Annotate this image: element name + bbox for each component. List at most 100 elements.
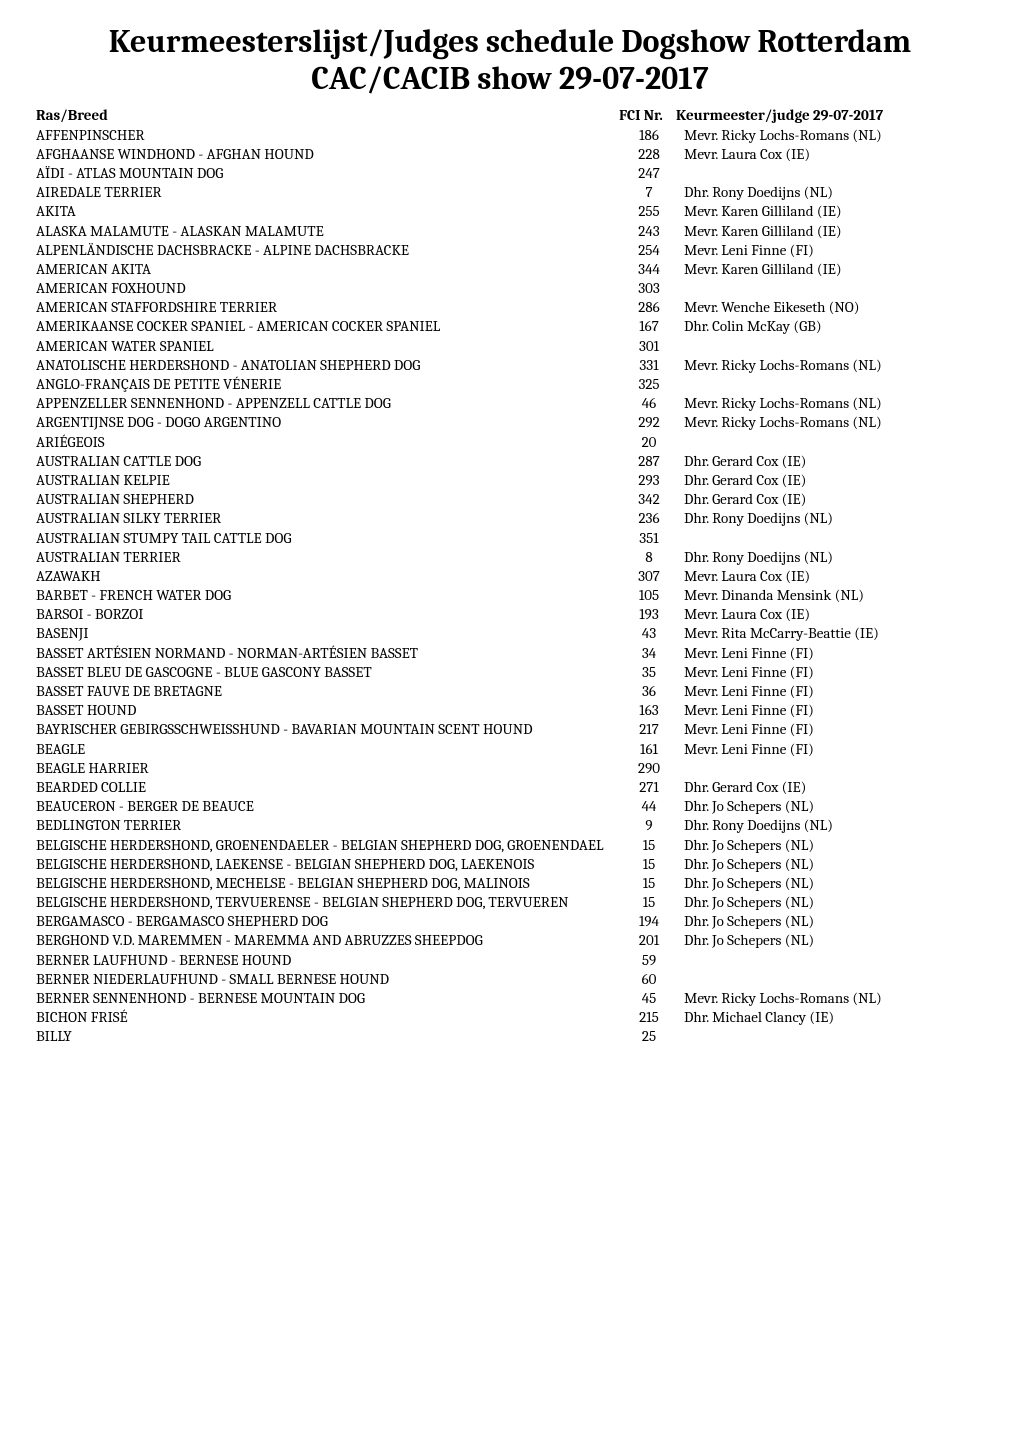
judge-cell: Dhr. Jo Schepers (NL)	[684, 855, 984, 874]
title-line-2: CAC/CACIB show 29-07-2017	[311, 60, 708, 97]
breed-cell: AMERICAN FOXHOUND	[36, 279, 614, 298]
table-row: BERGAMASCO - BERGAMASCO SHEPHERD DOG194D…	[36, 912, 984, 931]
table-row: BELGISCHE HERDERSHOND, TERVUERENSE - BEL…	[36, 893, 984, 912]
breed-cell: AUSTRALIAN SHEPHERD	[36, 490, 614, 509]
fci-cell: 194	[614, 912, 684, 931]
fci-cell: 163	[614, 701, 684, 720]
table-row: AIREDALE TERRIER7Dhr. Rony Doedijns (NL)	[36, 183, 984, 202]
table-row: AFFENPINSCHER186Mevr. Ricky Lochs-Romans…	[36, 126, 984, 145]
fci-cell: 46	[614, 394, 684, 413]
table-row: BEDLINGTON TERRIER9Dhr. Rony Doedijns (N…	[36, 816, 984, 835]
judge-cell	[684, 529, 984, 548]
table-row: BERGHOND V.D. MAREMMEN - MAREMMA AND ABR…	[36, 931, 984, 950]
breed-cell: BEAGLE HARRIER	[36, 759, 614, 778]
breed-cell: APPENZELLER SENNENHOND - APPENZELL CATTL…	[36, 394, 614, 413]
table-row: BEAUCERON - BERGER DE BEAUCE44Dhr. Jo Sc…	[36, 797, 984, 816]
fci-cell: 342	[614, 490, 684, 509]
fci-cell: 15	[614, 893, 684, 912]
breed-cell: BEAUCERON - BERGER DE BEAUCE	[36, 797, 614, 816]
judge-cell	[684, 433, 984, 452]
breed-cell: BERNER SENNENHOND - BERNESE MOUNTAIN DOG	[36, 989, 614, 1008]
fci-cell: 287	[614, 452, 684, 471]
breed-cell: AIREDALE TERRIER	[36, 183, 614, 202]
fci-cell: 105	[614, 586, 684, 605]
fci-cell: 36	[614, 682, 684, 701]
header-judge: Keurmeester/judge 29-07-2017	[676, 106, 984, 124]
fci-cell: 186	[614, 126, 684, 145]
fci-cell: 7	[614, 183, 684, 202]
fci-cell: 351	[614, 529, 684, 548]
table-row: AMERICAN WATER SPANIEL301	[36, 337, 984, 356]
breed-cell: BERNER NIEDERLAUFHUND - SMALL BERNESE HO…	[36, 970, 614, 989]
fci-cell: 254	[614, 241, 684, 260]
table-row: BEAGLE HARRIER290	[36, 759, 984, 778]
fci-cell: 271	[614, 778, 684, 797]
table-row: AKITA255Mevr. Karen Gilliland (IE)	[36, 202, 984, 221]
breed-cell: AUSTRALIAN SILKY TERRIER	[36, 509, 614, 528]
table-row: BASSET ARTÉSIEN NORMAND - NORMAN-ARTÉSIE…	[36, 644, 984, 663]
breed-cell: AUSTRALIAN KELPIE	[36, 471, 614, 490]
table-row: BILLY25	[36, 1027, 984, 1046]
judge-cell: Dhr. Gerard Cox (IE)	[684, 778, 984, 797]
judge-cell: Dhr. Gerard Cox (IE)	[684, 490, 984, 509]
breed-cell: AUSTRALIAN TERRIER	[36, 548, 614, 567]
fci-cell: 35	[614, 663, 684, 682]
table-row: AUSTRALIAN KELPIE293Dhr. Gerard Cox (IE)	[36, 471, 984, 490]
judge-cell: Dhr. Colin McKay (GB)	[684, 317, 984, 336]
judge-cell: Mevr. Leni Finne (FI)	[684, 241, 984, 260]
breed-cell: BELGISCHE HERDERSHOND, LAEKENSE - BELGIA…	[36, 855, 614, 874]
breed-cell: ALPENLÄNDISCHE DACHSBRACKE - ALPINE DACH…	[36, 241, 614, 260]
judge-cell: Mevr. Leni Finne (FI)	[684, 682, 984, 701]
fci-cell: 301	[614, 337, 684, 356]
judge-cell: Mevr. Ricky Lochs-Romans (NL)	[684, 356, 984, 375]
fci-cell: 325	[614, 375, 684, 394]
breed-cell: AÏDI - ATLAS MOUNTAIN DOG	[36, 164, 614, 183]
fci-cell: 247	[614, 164, 684, 183]
judge-cell: Dhr. Jo Schepers (NL)	[684, 931, 984, 950]
judge-cell: Mevr. Leni Finne (FI)	[684, 740, 984, 759]
table-row: BASSET HOUND163Mevr. Leni Finne (FI)	[36, 701, 984, 720]
fci-cell: 161	[614, 740, 684, 759]
breed-cell: ANATOLISCHE HERDERSHOND - ANATOLIAN SHEP…	[36, 356, 614, 375]
judge-cell: Mevr. Leni Finne (FI)	[684, 720, 984, 739]
table-row: BASSET BLEU DE GASCOGNE - BLUE GASCONY B…	[36, 663, 984, 682]
fci-cell: 307	[614, 567, 684, 586]
table-row: AUSTRALIAN SILKY TERRIER236Dhr. Rony Doe…	[36, 509, 984, 528]
fci-cell: 292	[614, 413, 684, 432]
table-row: ALASKA MALAMUTE - ALASKAN MALAMUTE243Mev…	[36, 222, 984, 241]
table-row: ALPENLÄNDISCHE DACHSBRACKE - ALPINE DACH…	[36, 241, 984, 260]
fci-cell: 215	[614, 1008, 684, 1027]
judge-cell: Mevr. Karen Gilliland (IE)	[684, 222, 984, 241]
fci-cell: 45	[614, 989, 684, 1008]
table-row: BICHON FRISÉ215Dhr. Michael Clancy (IE)	[36, 1008, 984, 1027]
breed-cell: AMERIKAANSE COCKER SPANIEL - AMERICAN CO…	[36, 317, 614, 336]
table-row: BERNER SENNENHOND - BERNESE MOUNTAIN DOG…	[36, 989, 984, 1008]
breed-cell: BASSET FAUVE DE BRETAGNE	[36, 682, 614, 701]
breed-cell: AFFENPINSCHER	[36, 126, 614, 145]
fci-cell: 20	[614, 433, 684, 452]
breed-cell: BAYRISCHER GEBIRGSSCHWEISSHUND - BAVARIA…	[36, 720, 614, 739]
judge-cell: Dhr. Jo Schepers (NL)	[684, 797, 984, 816]
table-row: AMERIKAANSE COCKER SPANIEL - AMERICAN CO…	[36, 317, 984, 336]
breed-cell: BELGISCHE HERDERSHOND, MECHELSE - BELGIA…	[36, 874, 614, 893]
table-row: AUSTRALIAN TERRIER8Dhr. Rony Doedijns (N…	[36, 548, 984, 567]
fci-cell: 201	[614, 931, 684, 950]
table-row: ANGLO-FRANÇAIS DE PETITE VÉNERIE325	[36, 375, 984, 394]
breed-cell: BEAGLE	[36, 740, 614, 759]
fci-cell: 255	[614, 202, 684, 221]
fci-cell: 193	[614, 605, 684, 624]
fci-cell: 59	[614, 951, 684, 970]
fci-cell: 44	[614, 797, 684, 816]
header-breed: Ras/Breed	[36, 106, 606, 124]
breed-cell: ARIÉGEOIS	[36, 433, 614, 452]
judge-cell: Dhr. Jo Schepers (NL)	[684, 874, 984, 893]
table-row: ARGENTIJNSE DOG - DOGO ARGENTINO292Mevr.…	[36, 413, 984, 432]
breed-cell: BASSET BLEU DE GASCOGNE - BLUE GASCONY B…	[36, 663, 614, 682]
table-row: BERNER NIEDERLAUFHUND - SMALL BERNESE HO…	[36, 970, 984, 989]
table-row: BELGISCHE HERDERSHOND, GROENENDAELER - B…	[36, 836, 984, 855]
breed-cell: BARBET - FRENCH WATER DOG	[36, 586, 614, 605]
table-row: BARBET - FRENCH WATER DOG105Mevr. Dinand…	[36, 586, 984, 605]
judge-cell: Mevr. Ricky Lochs-Romans (NL)	[684, 126, 984, 145]
fci-cell: 344	[614, 260, 684, 279]
judge-cell	[684, 337, 984, 356]
